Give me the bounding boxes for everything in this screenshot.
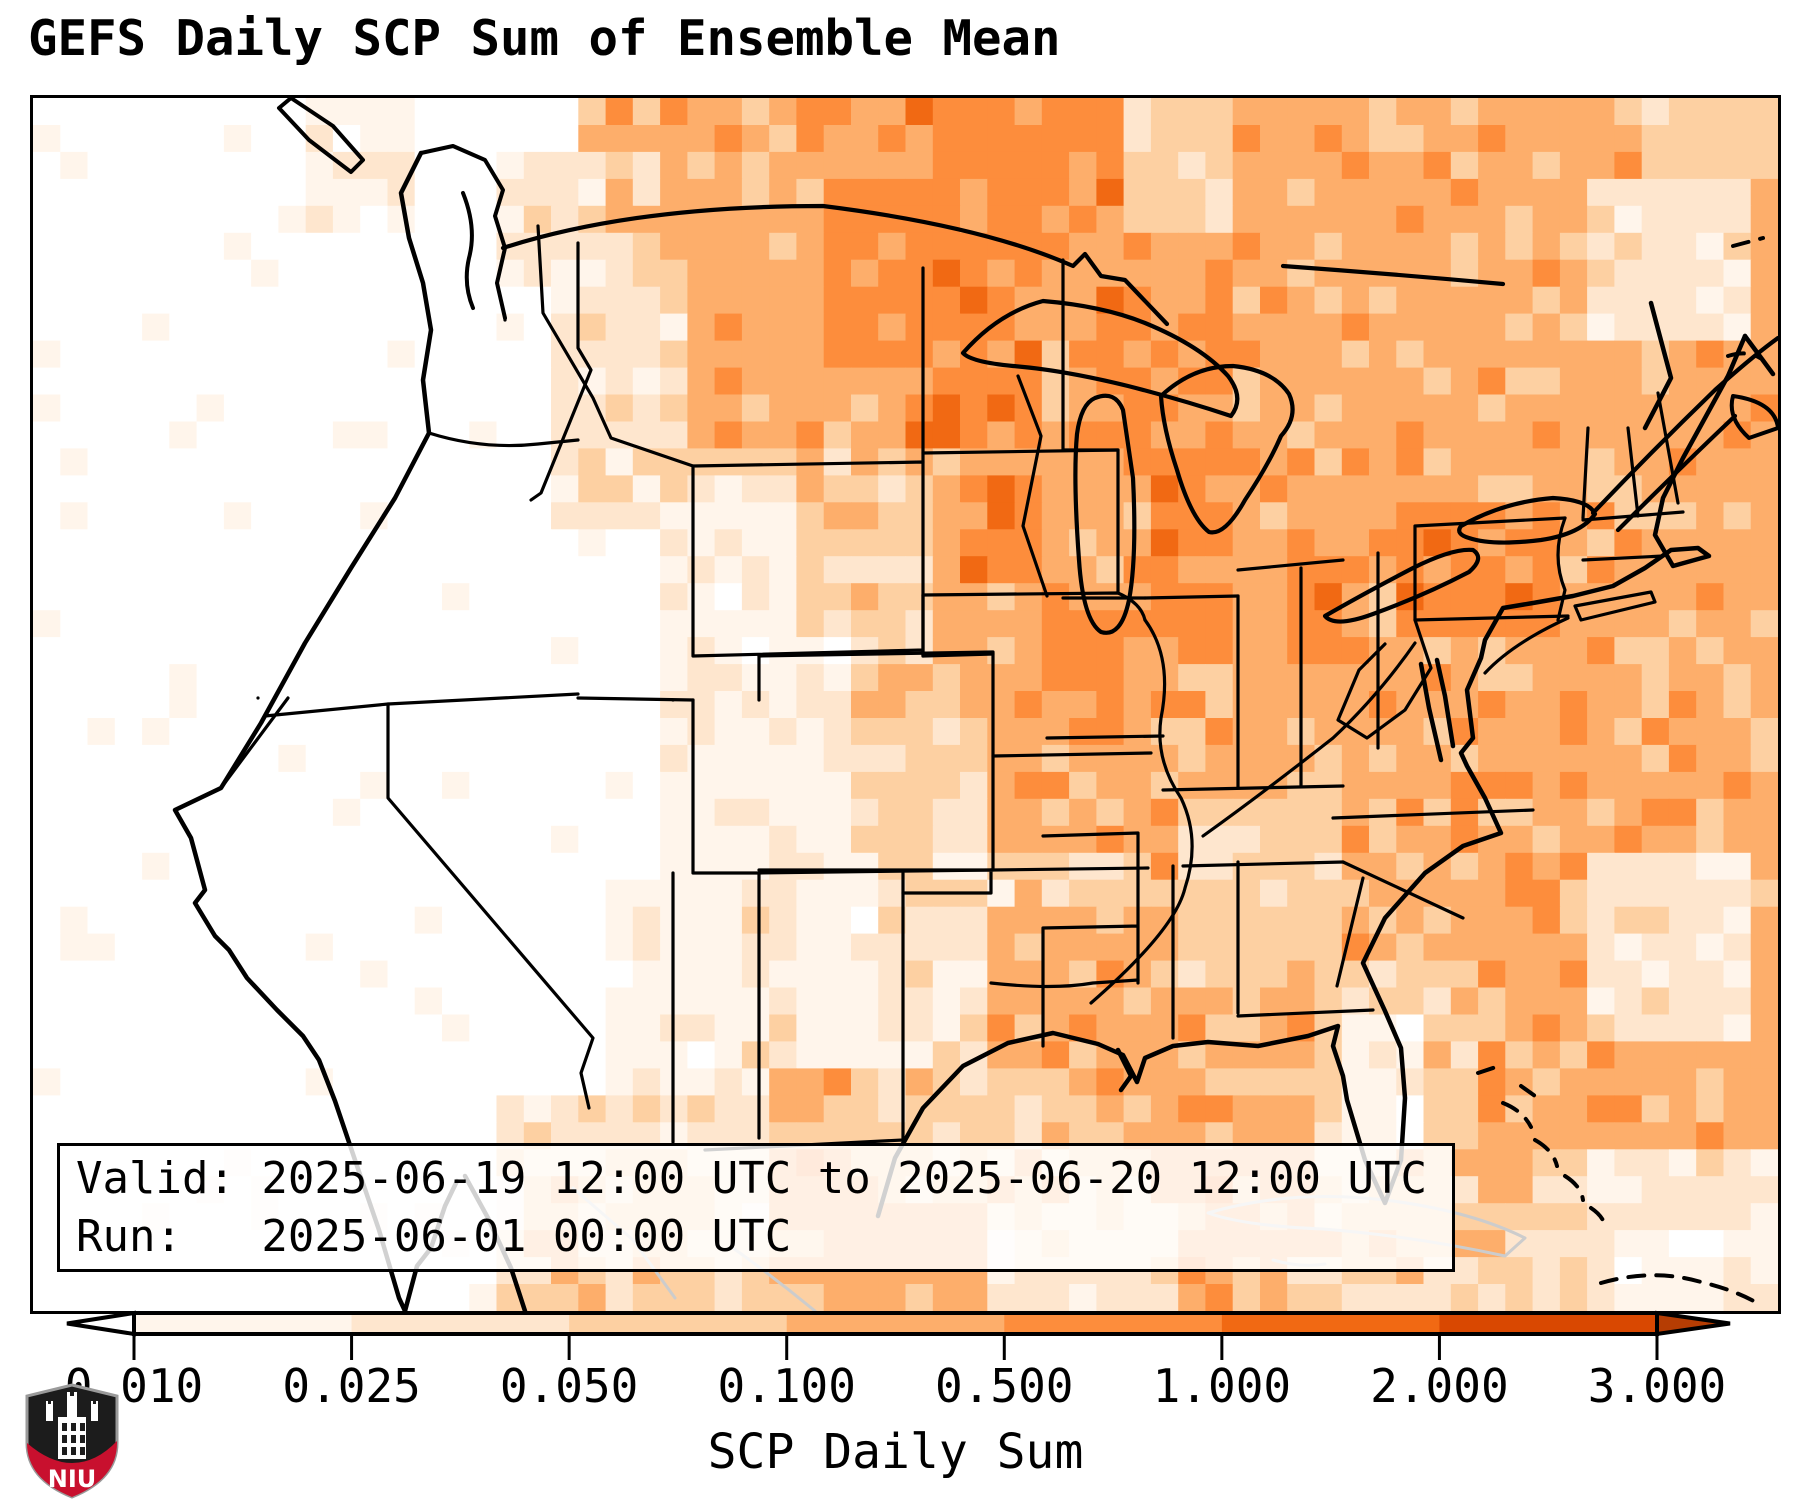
colorbar-over-arrow [1655,1310,1731,1337]
colorbar-tick-label: 0.100 [717,1359,855,1413]
colorbar: 0.010 0.025 0.050 0.100 0.500 1.000 2.000 3.000… [65,1310,1731,1480]
niu-logo-text: NIU [48,1465,97,1493]
niu-logo: NIU [25,1383,119,1499]
niu-red-band [27,1441,117,1497]
heatmap-grid [33,98,1778,1311]
colorbar-axis-label: SCP Daily Sum [708,1424,1084,1480]
info-line-valid: Valid: 2025-06-19 12:00 UTC to 2025-06-2… [76,1153,1428,1204]
colorbar-tick-label: 0.025 [282,1359,420,1413]
colorbar-tick-label: 3.000 [1588,1359,1726,1413]
colorbar-tick-label: 0.050 [500,1359,638,1413]
map-canvas [33,98,1778,1311]
info-line-run: Run: 2025-06-01 00:00 UTC [76,1211,792,1262]
colorbar-tick-label: 1.000 [1153,1359,1291,1413]
map-frame [30,95,1781,1314]
geography-lines [172,98,1778,1311]
info-box: Valid: 2025-06-19 12:00 UTC to 2025-06-2… [57,1143,1455,1272]
colorbar-tick-label: 0.500 [935,1359,1073,1413]
plot-title: GEFS Daily SCP Sum of Ensemble Mean [28,10,1061,67]
colorbar-tick-label: 2.000 [1370,1359,1508,1413]
colorbar-under-arrow [66,1310,136,1337]
